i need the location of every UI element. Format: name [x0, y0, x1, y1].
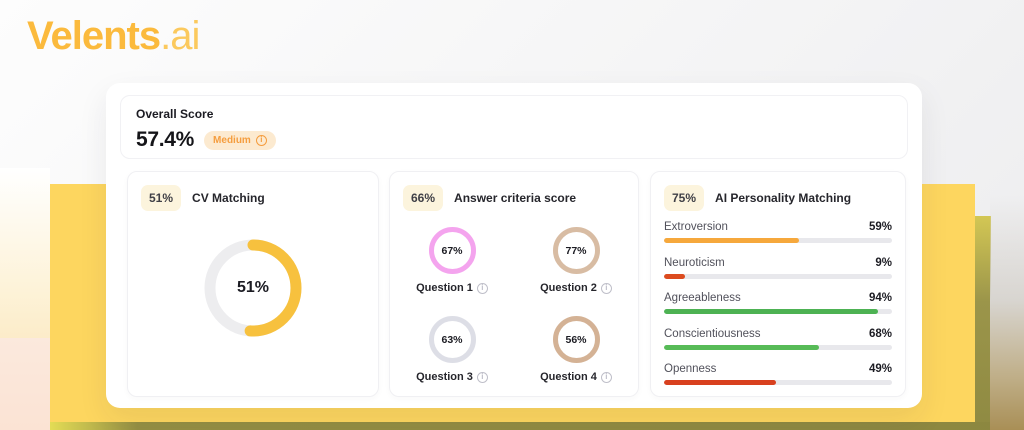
overall-score-value: 57.4% — [136, 128, 195, 151]
question-2-label: Question 2 — [540, 282, 597, 294]
question-4-ring: 56% — [552, 316, 600, 363]
right-texture-decoration — [990, 195, 1024, 430]
trait-label: Agreeableness — [664, 292, 741, 304]
trait-progress-fill — [664, 273, 685, 279]
question-item: 56% Question 4 i — [540, 316, 612, 383]
trait-value: 94% — [868, 292, 892, 304]
donut-svg — [204, 239, 302, 337]
trait-label: Openness — [664, 363, 717, 375]
personality-panel-title: AI Personality Matching — [715, 191, 852, 205]
trait-row-agreeableness: Agreeableness 94% — [664, 292, 892, 314]
trait-progress-fill — [664, 238, 799, 243]
traits-list: Extroversion 59% Neuroticism 9% Agreeabl… — [651, 211, 905, 385]
medium-badge-label: Medium — [213, 134, 251, 146]
questions-grid: 67% Question 1 i 77% Question 2 i 63% Qu… — [390, 227, 638, 383]
question-1-label: Question 1 — [416, 282, 473, 294]
trait-row-conscientiousness: Conscientiousness 68% — [664, 328, 892, 350]
logo-brand-text: Velents — [27, 14, 161, 58]
question-item: 63% Question 3 i — [416, 316, 488, 383]
cv-panel-title: CV Matching — [192, 191, 265, 205]
trait-progressbar — [664, 309, 892, 314]
overall-score-card: Overall Score 57.4% Medium i — [120, 95, 908, 159]
trait-label: Neuroticism — [664, 256, 725, 269]
trait-progress-fill — [664, 309, 879, 314]
left-gradient-decoration — [0, 168, 50, 338]
trait-progressbar — [664, 344, 892, 350]
velents-logo: Velents.ai — [27, 14, 200, 59]
trait-value: 49% — [868, 363, 892, 375]
personality-score-chip: 75% — [664, 185, 705, 211]
overall-score-title: Overall Score — [136, 107, 214, 121]
question-3-ring: 63% — [428, 316, 476, 363]
trait-progressbar — [664, 380, 892, 385]
answers-score-chip: 66% — [403, 185, 444, 211]
olive-shadow-bottom — [50, 422, 1024, 430]
question-3-info-icon[interactable]: i — [476, 371, 488, 383]
medium-info-icon[interactable]: i — [255, 134, 267, 146]
personality-panel: 75% AI Personality Matching Extroversion… — [650, 171, 906, 397]
donut-center-label: 51% — [236, 279, 270, 296]
question-4-label: Question 4 — [540, 371, 597, 383]
olive-shadow-right — [975, 216, 991, 430]
cv-matching-panel: 51% CV Matching 51% — [127, 171, 379, 397]
trait-value: 68% — [868, 327, 892, 340]
donut-progress-arc — [204, 239, 302, 337]
question-4-info-icon[interactable]: i — [600, 371, 612, 383]
trait-row-neuroticism: Neuroticism 9% — [664, 257, 892, 279]
trait-label: Conscientiousness — [664, 327, 761, 340]
trait-progress-fill — [664, 380, 776, 385]
question-item: 67% Question 1 i — [416, 227, 488, 294]
trait-row-openness: Openness 49% — [664, 363, 892, 385]
cv-donut-chart: 51% — [198, 233, 308, 343]
question-1-info-icon[interactable]: i — [476, 282, 488, 294]
question-1-ring: 67% — [428, 227, 476, 274]
trait-value: 59% — [868, 221, 892, 233]
trait-label: Extroversion — [664, 221, 728, 233]
question-item: 77% Question 2 i — [540, 227, 612, 294]
logo-suffix-text: .ai — [160, 14, 200, 58]
question-2-ring: 77% — [552, 227, 600, 274]
medium-badge: Medium i — [204, 130, 276, 150]
answers-panel-title: Answer criteria score — [454, 191, 577, 205]
trait-value: 9% — [875, 256, 892, 269]
answer-criteria-panel: 66% Answer criteria score 67% Question 1… — [389, 171, 639, 397]
question-2-info-icon[interactable]: i — [600, 282, 612, 294]
trait-progressbar — [664, 238, 892, 243]
question-3-label: Question 3 — [416, 371, 473, 383]
pink-block-decoration — [0, 338, 50, 430]
score-dashboard-card: Overall Score 57.4% Medium i 51% CV Matc… — [106, 83, 922, 408]
trait-row-extroversion: Extroversion 59% — [664, 221, 892, 243]
trait-progressbar — [664, 273, 892, 279]
cv-score-chip: 51% — [141, 185, 182, 211]
trait-progress-fill — [664, 344, 820, 350]
